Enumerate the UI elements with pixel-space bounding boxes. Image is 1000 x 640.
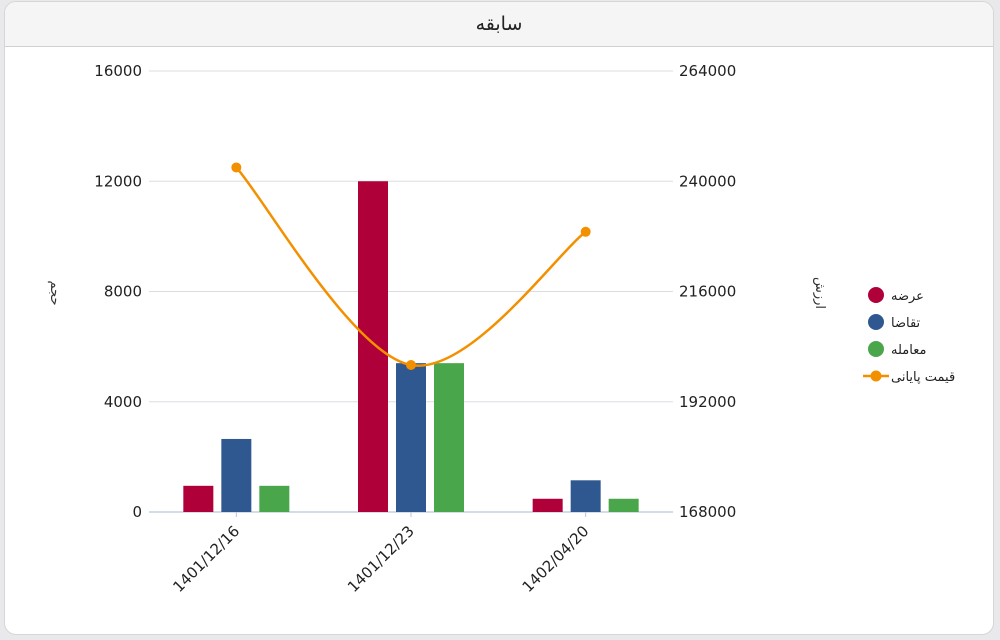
legend-marker bbox=[870, 370, 882, 382]
bar-3-2[interactable] bbox=[434, 363, 464, 512]
left-tick-label: 16000 bbox=[94, 62, 142, 80]
right-tick-label: 264000 bbox=[679, 62, 736, 80]
right-tick-label: 192000 bbox=[679, 393, 736, 411]
right-tick-label: 240000 bbox=[679, 172, 736, 190]
left-tick-label: 8000 bbox=[104, 283, 142, 301]
legend-item-2[interactable]: تقاضا bbox=[868, 314, 921, 331]
panel-title: سابقه bbox=[475, 13, 523, 35]
legend-item-3[interactable]: معامله bbox=[868, 341, 926, 358]
legend-marker bbox=[868, 287, 884, 303]
left-tick-label: 12000 bbox=[94, 172, 142, 190]
x-tick-label: 1401/12/16 bbox=[169, 522, 243, 596]
legend-label: عرضه bbox=[891, 289, 924, 304]
left-tick-label: 0 bbox=[132, 503, 142, 521]
line-point-2[interactable] bbox=[406, 360, 416, 370]
legend-marker bbox=[868, 341, 884, 357]
legend-label: تقاضا bbox=[891, 316, 921, 331]
legend-label: معامله bbox=[891, 343, 926, 358]
right-tick-label: 168000 bbox=[679, 503, 736, 521]
line-point-1[interactable] bbox=[231, 162, 242, 173]
legend-item-4[interactable]: قیمت پایانی bbox=[863, 370, 955, 385]
bar-2-3[interactable] bbox=[570, 480, 601, 512]
x-tick-label: 1401/12/23 bbox=[344, 522, 418, 596]
bar-3-1[interactable] bbox=[259, 485, 290, 512]
x-tick-label: 1402/04/20 bbox=[519, 522, 593, 596]
history-chart: 0 4000 8000 12000 16000 168000 192000 216000 240… bbox=[47, 62, 955, 596]
right-tick-label: 216000 bbox=[679, 283, 736, 301]
bar-1-3[interactable] bbox=[532, 498, 563, 512]
left-tick-label: 4000 bbox=[104, 393, 142, 411]
line-point-3[interactable] bbox=[580, 226, 591, 237]
line-series-1 bbox=[235, 166, 587, 367]
legend-marker bbox=[868, 314, 884, 330]
history-panel: سابقه 0 4000 8000 12000 16000 168000 192000 216… bbox=[4, 1, 994, 635]
right-axis-title: ارزش bbox=[812, 277, 827, 309]
bar-1-1[interactable] bbox=[183, 485, 214, 512]
left-axis-title: حجم bbox=[47, 280, 62, 305]
bar-3-3[interactable] bbox=[608, 498, 639, 512]
bar-2-2[interactable] bbox=[396, 363, 426, 512]
legend-item-1[interactable]: عرضه bbox=[868, 287, 924, 304]
bar-2-1[interactable] bbox=[221, 438, 252, 512]
legend-label: قیمت پایانی bbox=[891, 370, 955, 385]
panel-header: سابقه bbox=[5, 2, 993, 47]
bar-1-2[interactable] bbox=[358, 181, 388, 512]
